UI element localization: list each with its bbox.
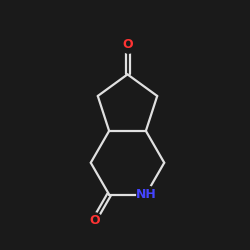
Text: O: O	[122, 38, 133, 52]
Text: NH: NH	[136, 188, 156, 201]
Text: O: O	[89, 214, 100, 226]
